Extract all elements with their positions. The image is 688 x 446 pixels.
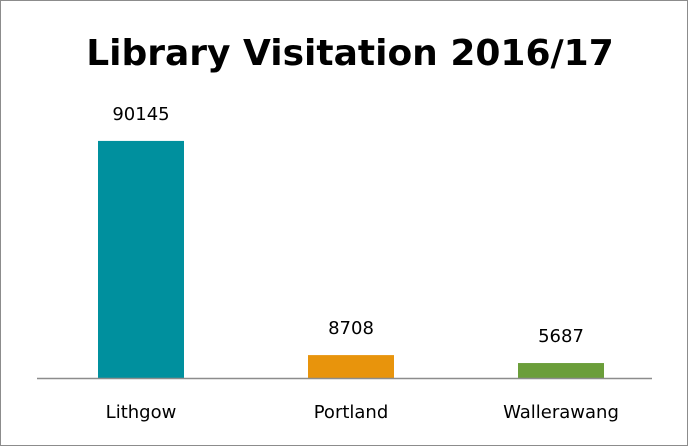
bar (518, 363, 604, 378)
x-tick-label: Portland (314, 402, 389, 423)
data-label: 90145 (112, 104, 169, 125)
data-label: 8708 (328, 318, 374, 339)
bar (98, 140, 184, 378)
x-tick-label: Wallerawang (503, 402, 619, 423)
x-tick-label: Lithgow (106, 402, 177, 423)
data-label: 5687 (538, 326, 584, 347)
chart-title: Library Visitation 2016/17 (86, 33, 614, 74)
bar (308, 355, 394, 378)
